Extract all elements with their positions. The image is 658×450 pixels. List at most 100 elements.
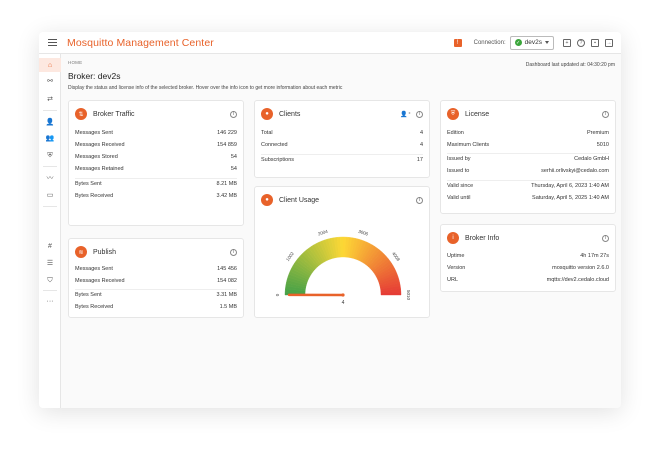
sidebar-item-inspect[interactable]: ▭ bbox=[39, 188, 61, 202]
page-title: Broker: dev2s bbox=[68, 71, 121, 81]
card-title: Clients bbox=[279, 110, 301, 118]
connection-select[interactable]: ✓ dev2s bbox=[509, 35, 554, 50]
gauge-tick-label: 0 bbox=[275, 293, 280, 296]
plugin-icon[interactable]: + bbox=[563, 38, 571, 47]
license-shield-icon: ⛨ bbox=[447, 108, 459, 120]
info-row: Version mosquitto version 2.6.0 bbox=[447, 265, 609, 271]
client-icon: 👤 bbox=[45, 118, 55, 126]
inspect-icon: ▭ bbox=[46, 191, 54, 199]
metric-row: Messages Stored 54 bbox=[75, 154, 237, 160]
logout-icon[interactable]: → bbox=[605, 38, 613, 47]
card-title: Client Usage bbox=[279, 196, 320, 204]
sidebar-item-client-connections[interactable]: ⇄ bbox=[39, 92, 61, 106]
topics-icon: # bbox=[48, 242, 52, 250]
clients-card: ● Clients 👤⁺ i Total 4 Connected 4 Subscri… bbox=[254, 100, 430, 178]
breadcrumb[interactable]: HOME bbox=[68, 60, 83, 65]
sidebar-item-security[interactable]: ⛉ bbox=[39, 273, 61, 287]
license-row: Valid since Thursday, April 6, 2023 1:40 … bbox=[447, 183, 609, 189]
metric-row: Bytes Sent 8.21 MB bbox=[75, 181, 237, 187]
sidebar-item-groups[interactable]: 👥 bbox=[39, 131, 61, 145]
info-icon[interactable]: i bbox=[230, 110, 237, 118]
sidebar-item-streams[interactable]: 〰 bbox=[39, 171, 61, 185]
person-icon: ● bbox=[261, 108, 273, 120]
license-row: Valid until Saturday, April 5, 2025 1:40 … bbox=[447, 195, 609, 201]
metric-row: Subscriptions 17 bbox=[261, 157, 423, 163]
connection-ok-icon: ✓ bbox=[514, 39, 522, 46]
gauge-tick-label: 3006 bbox=[358, 229, 370, 237]
gauge-tick-label: 2004 bbox=[317, 229, 329, 237]
license-row: Edition Premium bbox=[447, 130, 609, 136]
metric-row: Messages Received 154 082 bbox=[75, 278, 237, 284]
top-bar: Mosquitto Management Center ! Connection… bbox=[39, 32, 621, 54]
client-usage-gauge: 0 1002 2004 3006 4008 5010 4 bbox=[275, 229, 411, 306]
info-icon[interactable]: i bbox=[416, 196, 423, 204]
app-title: Mosquitto Management Center bbox=[67, 36, 214, 49]
info-badge-icon: i bbox=[447, 232, 459, 244]
notification-icon[interactable]: ! bbox=[453, 38, 462, 47]
license-row: Maximum Clients 5010 bbox=[447, 142, 609, 148]
rss-icon: ≋ bbox=[75, 246, 87, 258]
sidebar-item-roles[interactable]: ⛨ bbox=[39, 148, 61, 162]
streams-icon: 〰 bbox=[46, 174, 54, 182]
metric-row: Messages Retained 54 bbox=[75, 166, 237, 172]
metric-row: Bytes Received 1.5 MB bbox=[75, 304, 237, 310]
sidebar-item-list[interactable]: ☰ bbox=[39, 256, 61, 270]
gauge-band-segment bbox=[380, 291, 402, 296]
connection-label: Connection: bbox=[473, 39, 506, 46]
info-row: URL mqtts://dev2.cedalo.cloud bbox=[447, 277, 609, 283]
sidebar: ⌂ ⚯ ⇄ 👤 👥 ⛨ 〰 ▭ # ☰ ⛉ ··· bbox=[39, 54, 61, 408]
client-usage-card: ● Client Usage i 0 1002 2004 3006 4008 5010 4 bbox=[254, 186, 430, 318]
metric-row: Messages Sent 145 456 bbox=[75, 266, 237, 272]
gauge-value-label: 4 bbox=[342, 300, 345, 306]
license-card: ⛨ License i Edition Premium Maximum Clien… bbox=[440, 100, 616, 214]
broker-traffic-card: ⇅ Broker Traffic i Messages Sent 146 229 … bbox=[68, 100, 244, 226]
connection-value: dev2s bbox=[524, 39, 542, 46]
card-title: License bbox=[465, 110, 490, 118]
sidebar-item-clients[interactable]: 👤 bbox=[39, 115, 61, 129]
metric-row: Bytes Received 3.42 MB bbox=[75, 193, 237, 199]
sidebar-item-more[interactable]: ··· bbox=[39, 294, 61, 308]
card-title: Broker Traffic bbox=[93, 110, 135, 118]
info-icon[interactable]: i bbox=[602, 234, 609, 242]
sidebar-item-connections[interactable]: ⚯ bbox=[39, 74, 61, 88]
gauge-tick-label: 5010 bbox=[406, 290, 411, 301]
gauge-tick-label: 1002 bbox=[285, 251, 295, 262]
list-icon: ☰ bbox=[46, 259, 54, 267]
groups-icon: 👥 bbox=[45, 134, 55, 142]
broker-info-card: i Broker Info i Uptime 4h 17m 27s Version… bbox=[440, 224, 616, 292]
metric-row: Bytes Sent 3.31 MB bbox=[75, 292, 237, 298]
roles-icon: ⛨ bbox=[47, 151, 53, 159]
person-icon: ● bbox=[261, 194, 273, 206]
sidebar-item-topics[interactable]: # bbox=[39, 239, 61, 253]
traffic-icon: ⇅ bbox=[75, 108, 87, 120]
sidebar-item-home[interactable]: ⌂ bbox=[39, 58, 61, 72]
help-icon[interactable]: ? bbox=[577, 38, 585, 47]
main-content: HOME Dashboard last updated at: 04:30:20… bbox=[61, 54, 621, 408]
info-row: Uptime 4h 17m 27s bbox=[447, 253, 609, 259]
shield-icon: ⛉ bbox=[47, 276, 53, 284]
last-updated: Dashboard last updated at: 04:30:20 pm bbox=[525, 62, 615, 68]
metric-row: Total 4 bbox=[261, 130, 423, 136]
license-row: Issued to serhii.orlivskyi@cedalo.com bbox=[447, 168, 609, 174]
client-connections-icon: ⇄ bbox=[47, 95, 53, 103]
menu-icon[interactable] bbox=[41, 32, 63, 54]
info-icon[interactable]: i bbox=[230, 248, 237, 256]
chevron-down-icon bbox=[545, 41, 549, 44]
connected-clients-icon[interactable]: 👤⁺ bbox=[400, 111, 411, 118]
card-title: Publish bbox=[93, 248, 116, 256]
home-icon: ⌂ bbox=[47, 61, 53, 69]
page-description: Display the status and license info of t… bbox=[68, 85, 343, 91]
info-icon[interactable]: i bbox=[602, 110, 609, 118]
gauge-tick-label: 4008 bbox=[391, 251, 401, 262]
profile-icon[interactable]: ▪ bbox=[591, 38, 599, 47]
metric-row: Messages Sent 146 229 bbox=[75, 130, 237, 136]
card-title: Broker Info bbox=[465, 234, 500, 242]
metric-row: Messages Received 154 859 bbox=[75, 142, 237, 148]
info-icon[interactable]: i bbox=[416, 110, 423, 118]
app-window: Mosquitto Management Center ! Connection… bbox=[39, 32, 621, 408]
publish-card: ≋ Publish i Messages Sent 145 456 Message… bbox=[68, 238, 244, 318]
more-icon: ··· bbox=[46, 297, 54, 305]
license-row: Issued by Cedalo GmbH bbox=[447, 156, 609, 162]
metric-row: Connected 4 bbox=[261, 142, 423, 148]
connections-icon: ⚯ bbox=[47, 77, 53, 85]
